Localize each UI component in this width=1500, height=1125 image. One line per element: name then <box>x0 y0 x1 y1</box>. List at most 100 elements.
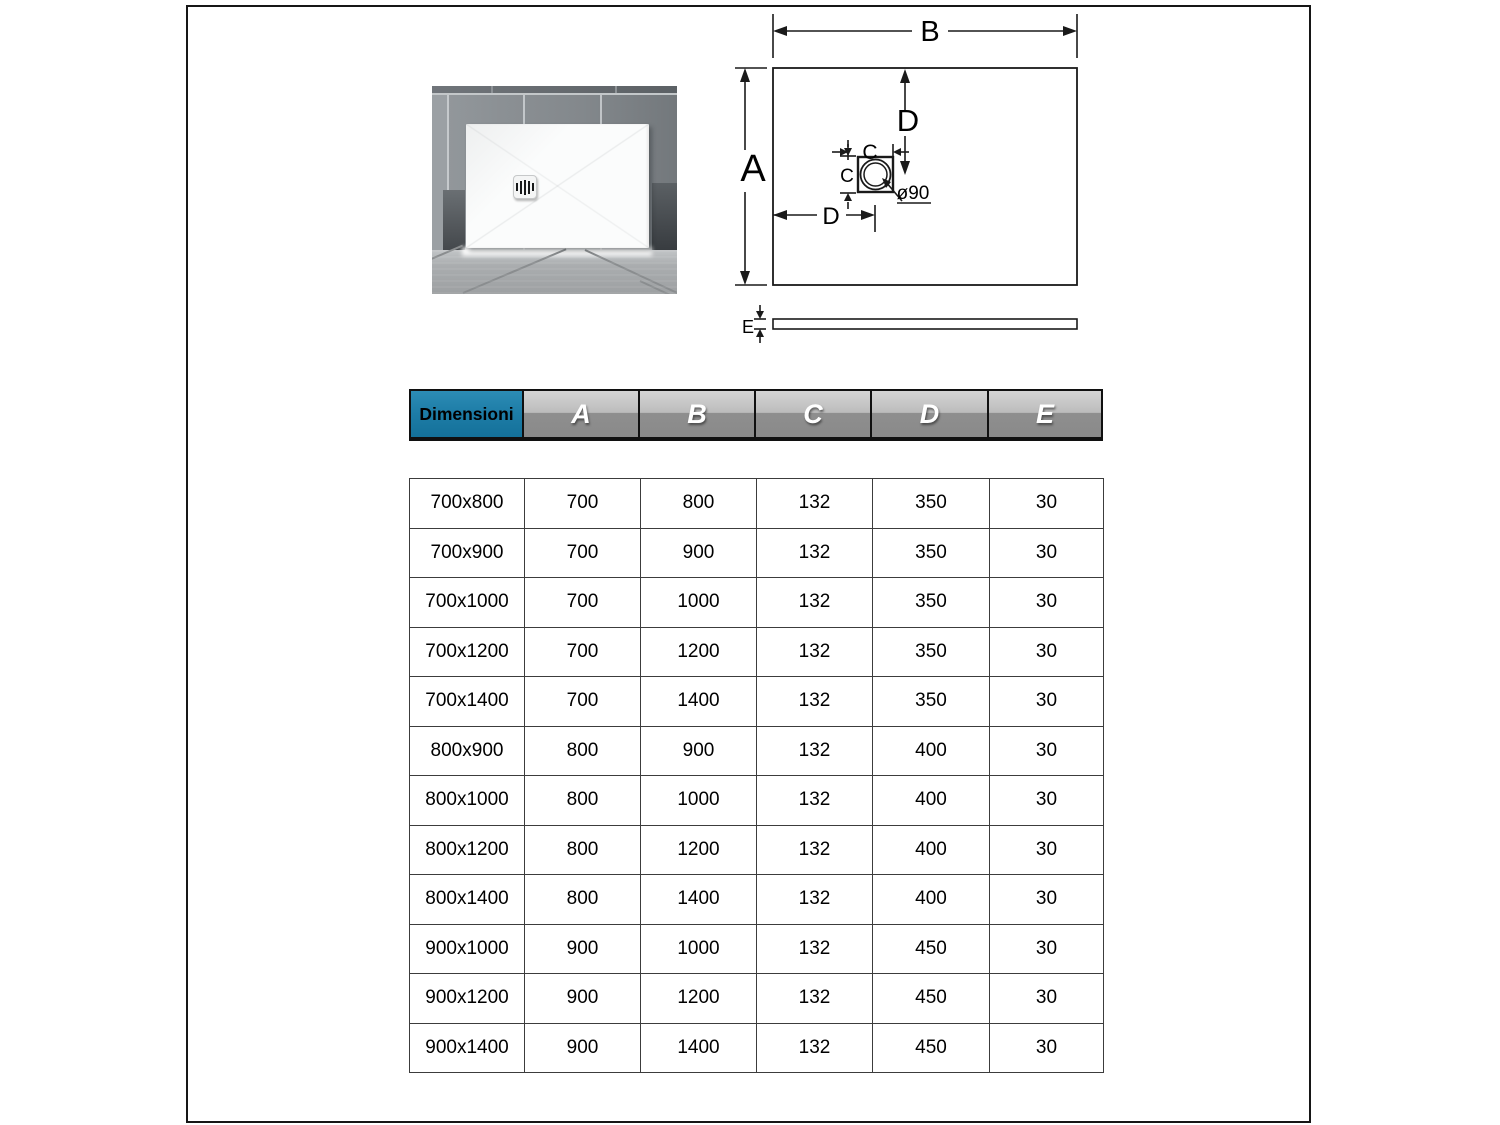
cell-dimension: 800x1200 <box>409 824 525 875</box>
cell-c: 132 <box>756 626 873 677</box>
table-row: 900x1200 900 1200 132 450 30 <box>409 973 1104 1024</box>
shower-tray <box>466 124 649 248</box>
cell-a: 800 <box>524 775 641 826</box>
grout-line <box>491 86 493 93</box>
cell-e: 30 <box>989 874 1104 925</box>
cell-e: 30 <box>989 527 1104 578</box>
wall-dark-pillar-right <box>652 183 677 250</box>
table-row: 900x1000 900 1000 132 450 30 <box>409 923 1104 974</box>
header-col-e: E <box>989 391 1101 437</box>
label-d-vertical: D <box>897 103 919 138</box>
header-col-a-label: A <box>571 398 591 429</box>
reflective-floor <box>432 244 677 294</box>
header-col-a: A <box>524 391 640 437</box>
cell-a: 700 <box>524 577 641 628</box>
cell-d: 350 <box>872 626 990 677</box>
header-col-d: D <box>872 391 989 437</box>
table-header: Dimensioni A B C D E <box>409 389 1103 441</box>
cell-dimension: 900x1400 <box>409 1022 525 1073</box>
cell-e: 30 <box>989 478 1104 529</box>
cell-d: 350 <box>872 527 990 578</box>
cell-dimension: 700x1000 <box>409 577 525 628</box>
table-row: 700x1400 700 1400 132 350 30 <box>409 676 1104 727</box>
cell-dimension: 900x1200 <box>409 973 525 1024</box>
cell-dimension: 800x1400 <box>409 874 525 925</box>
cell-a: 900 <box>524 1022 641 1073</box>
cell-d: 450 <box>872 1022 990 1073</box>
table-row: 900x1400 900 1400 132 450 30 <box>409 1022 1104 1073</box>
table-row: 800x900 800 900 132 400 30 <box>409 725 1104 776</box>
table-row: 700x1000 700 1000 132 350 30 <box>409 577 1104 628</box>
cell-a: 700 <box>524 676 641 727</box>
grout-line <box>447 95 449 250</box>
cell-c: 132 <box>756 973 873 1024</box>
cell-dimension: 800x1000 <box>409 775 525 826</box>
header-dimensions-label: Dimensioni <box>419 403 514 424</box>
wall-dark-pillar-left <box>443 190 465 250</box>
cell-b: 900 <box>640 725 757 776</box>
cell-c: 132 <box>756 725 873 776</box>
cell-d: 400 <box>872 775 990 826</box>
tray-outline <box>772 67 1078 286</box>
label-c-top: C <box>862 141 877 164</box>
cell-e: 30 <box>989 725 1104 776</box>
cell-c: 132 <box>756 527 873 578</box>
cell-b: 900 <box>640 527 757 578</box>
cell-dimension: 900x1000 <box>409 923 525 974</box>
cell-c: 132 <box>756 676 873 727</box>
table-row: 800x1400 800 1400 132 400 30 <box>409 874 1104 925</box>
cell-d: 400 <box>872 725 990 776</box>
cell-a: 700 <box>524 626 641 677</box>
label-c-left: C <box>840 166 854 187</box>
cell-b: 1000 <box>640 923 757 974</box>
tray-side-view <box>772 318 1078 330</box>
cell-e: 30 <box>989 775 1104 826</box>
grout-line <box>615 86 617 93</box>
cell-e: 30 <box>989 824 1104 875</box>
cell-e: 30 <box>989 626 1104 677</box>
cell-d: 400 <box>872 874 990 925</box>
cell-b: 1400 <box>640 676 757 727</box>
floor-tile-line <box>584 249 677 294</box>
grout-line <box>432 93 677 95</box>
cell-c: 132 <box>756 923 873 974</box>
wall-top-band <box>432 86 677 93</box>
table-row: 700x800 700 800 132 350 30 <box>409 478 1104 529</box>
cell-dimension: 700x900 <box>409 527 525 578</box>
header-col-e-label: E <box>1035 398 1054 429</box>
cell-b: 1200 <box>640 973 757 1024</box>
header-col-b-label: B <box>687 398 707 429</box>
header-col-b: B <box>640 391 756 437</box>
label-drain-diameter: ø90 <box>897 183 930 204</box>
cell-a: 900 <box>524 923 641 974</box>
label-d-horizontal: D <box>822 203 839 230</box>
cell-a: 900 <box>524 973 641 1024</box>
table-row: 800x1000 800 1000 132 400 30 <box>409 775 1104 826</box>
cell-a: 700 <box>524 527 641 578</box>
cell-b: 800 <box>640 478 757 529</box>
label-e: E <box>742 317 754 337</box>
cell-a: 800 <box>524 874 641 925</box>
label-b: B <box>920 16 939 48</box>
cell-d: 450 <box>872 973 990 1024</box>
cell-dimension: 700x1400 <box>409 676 525 727</box>
cell-a: 800 <box>524 725 641 776</box>
cell-c: 132 <box>756 478 873 529</box>
cell-b: 1200 <box>640 824 757 875</box>
cell-e: 30 <box>989 676 1104 727</box>
floor-tile-line <box>639 280 677 294</box>
cell-b: 1400 <box>640 874 757 925</box>
label-a: A <box>740 148 766 190</box>
cell-e: 30 <box>989 1022 1104 1073</box>
cell-c: 132 <box>756 775 873 826</box>
cell-b: 1000 <box>640 577 757 628</box>
header-dimensions: Dimensioni <box>411 391 524 437</box>
cell-dimension: 700x1200 <box>409 626 525 677</box>
drain-icon <box>513 175 537 199</box>
cell-e: 30 <box>989 923 1104 974</box>
table-row: 700x900 700 900 132 350 30 <box>409 527 1104 578</box>
table-row: 700x1200 700 1200 132 350 30 <box>409 626 1104 677</box>
cell-a: 800 <box>524 824 641 875</box>
cell-c: 132 <box>756 824 873 875</box>
